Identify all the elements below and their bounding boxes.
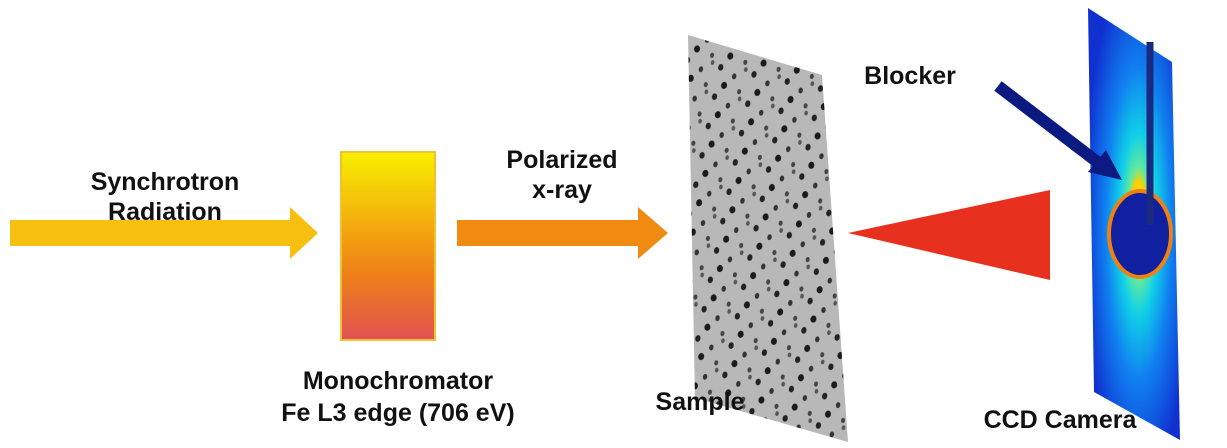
- monochromator: [341, 152, 435, 340]
- blocker-label: Blocker: [864, 62, 956, 90]
- beam-label: x-ray: [532, 176, 592, 204]
- sample-label: Sample: [656, 388, 745, 416]
- beam-label: Polarized: [506, 146, 617, 174]
- diagram: Synchrotron Radiation Polarized x-ray Mo…: [0, 0, 1227, 448]
- direct-beam: [1109, 191, 1171, 277]
- source-label: Synchrotron: [91, 168, 240, 196]
- detector-label: CCD Camera: [984, 406, 1138, 434]
- sample-particles: [688, 35, 848, 442]
- source-label: Radiation: [108, 198, 222, 226]
- polarized-arrow: [457, 207, 668, 259]
- blocker-pointer: [998, 86, 1100, 164]
- scattered-beam: [848, 190, 1050, 280]
- monochromator-label: Fe L3 edge (706 eV): [281, 399, 514, 427]
- monochromator-label: Monochromator: [303, 367, 494, 395]
